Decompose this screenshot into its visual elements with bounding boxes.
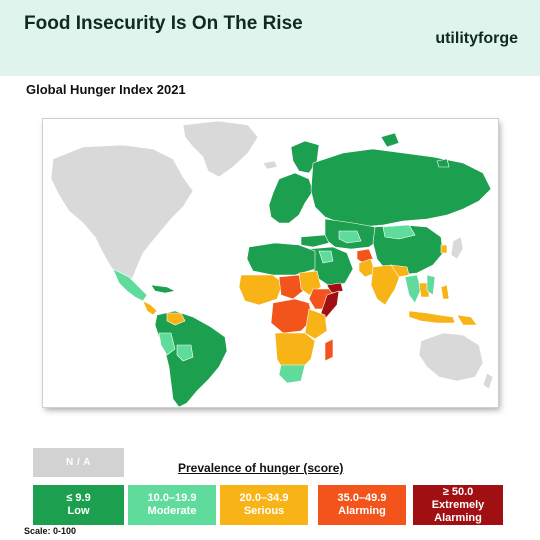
header-banner: Food Insecurity Is On The Rise utilityfo… bbox=[0, 0, 540, 76]
scale-note: Scale: 0-100 bbox=[24, 526, 77, 536]
region-korea-north bbox=[440, 244, 448, 254]
map-subtitle: Global Hunger Index 2021 bbox=[26, 82, 186, 97]
region-east-africa bbox=[304, 308, 328, 340]
legend-item-moderate: 10.0–19.9 Moderate bbox=[128, 485, 216, 525]
region-venezuela bbox=[166, 312, 186, 326]
region-bolivia bbox=[176, 344, 194, 362]
region-nepal-bangladesh bbox=[390, 264, 410, 278]
region-laos-cambodia bbox=[418, 282, 430, 298]
region-new-zealand bbox=[482, 372, 494, 390]
region-north-america bbox=[50, 144, 194, 286]
legend-label: Low bbox=[67, 505, 90, 517]
world-map-svg bbox=[50, 120, 494, 407]
region-madagascar bbox=[324, 338, 334, 362]
legend-item-low: ≤ 9.9 Low bbox=[33, 485, 124, 525]
region-chad-niger bbox=[278, 274, 304, 300]
region-indonesia bbox=[408, 310, 456, 324]
world-hunger-map bbox=[43, 119, 498, 407]
legend-title: Prevalence of hunger (score) bbox=[178, 461, 344, 475]
region-somalia bbox=[320, 290, 340, 320]
region-turkey bbox=[300, 234, 330, 248]
region-peru bbox=[158, 332, 176, 356]
region-north-africa bbox=[246, 242, 316, 276]
region-philippines bbox=[440, 284, 450, 300]
legend-label: Serious bbox=[243, 505, 285, 517]
region-russia bbox=[310, 148, 492, 228]
region-south-africa bbox=[278, 364, 306, 384]
region-arctic-islands bbox=[380, 132, 450, 168]
legend-item-serious: 20.0–34.9 Serious bbox=[220, 485, 308, 525]
legend-range: ≤ 9.9 bbox=[66, 492, 91, 504]
legend-item-alarming: 35.0–49.9 Alarming bbox=[318, 485, 406, 525]
legend-label: Moderate bbox=[147, 505, 197, 517]
legend-range: 35.0–49.9 bbox=[337, 492, 387, 504]
region-central-america bbox=[142, 300, 158, 316]
region-caribbean bbox=[150, 284, 176, 294]
region-iceland bbox=[262, 160, 278, 170]
region-kazakhstan bbox=[338, 230, 362, 244]
legend-range: 10.0–19.9 bbox=[147, 492, 197, 504]
brand-logo-text: utilityforge bbox=[435, 30, 518, 47]
region-europe bbox=[268, 172, 314, 224]
legend-label: Alarming bbox=[338, 505, 386, 517]
legend-na-swatch: N / A bbox=[33, 448, 124, 477]
region-myanmar-thailand bbox=[404, 274, 422, 304]
region-papua bbox=[456, 314, 478, 326]
legend-range: 20.0–34.9 bbox=[239, 492, 289, 504]
region-australia bbox=[418, 332, 484, 382]
region-japan bbox=[450, 236, 464, 260]
region-pakistan bbox=[358, 258, 376, 278]
page-title: Food Insecurity Is On The Rise bbox=[24, 13, 303, 34]
region-south-america bbox=[154, 310, 228, 407]
legend-label: Extremely Alarming bbox=[431, 498, 485, 524]
legend-range: ≥ 50.0 bbox=[442, 485, 474, 498]
region-sahel-west bbox=[238, 274, 284, 306]
region-mongolia bbox=[382, 224, 416, 240]
legend-item-extremely-alarming: ≥ 50.0 Extremely Alarming bbox=[413, 485, 503, 525]
region-greenland bbox=[182, 120, 259, 178]
region-iraq bbox=[318, 250, 334, 264]
region-vietnam bbox=[426, 274, 436, 296]
